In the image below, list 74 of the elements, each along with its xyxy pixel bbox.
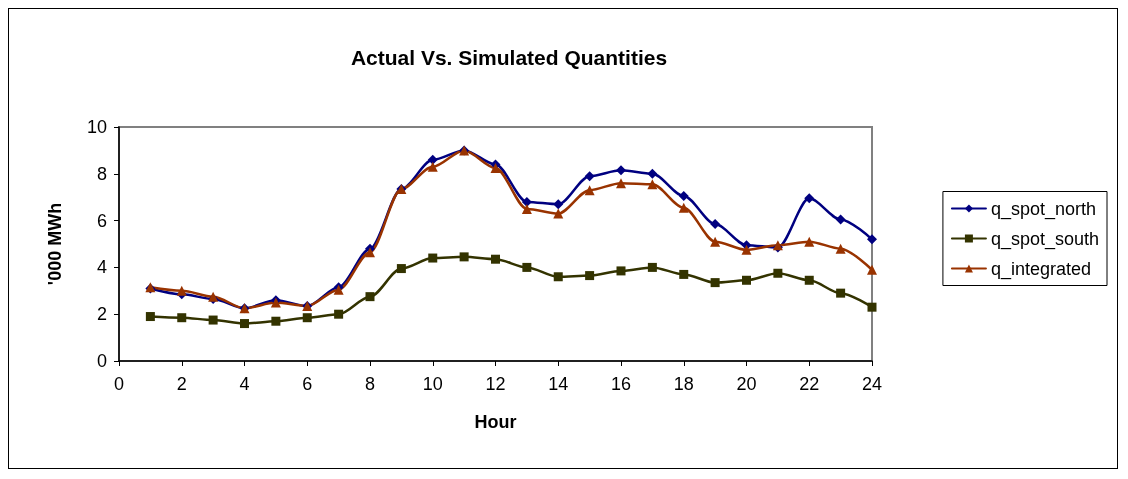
point xyxy=(553,199,564,210)
y-tick-label: 6 xyxy=(96,210,107,231)
point xyxy=(427,154,438,165)
x-tick-label: 18 xyxy=(673,374,694,394)
y-tick-label: 4 xyxy=(96,257,107,278)
point xyxy=(491,254,500,264)
point xyxy=(678,191,689,202)
point xyxy=(396,264,406,274)
point xyxy=(459,252,469,262)
point xyxy=(240,319,249,329)
point xyxy=(710,219,721,230)
x-tick-label: 6 xyxy=(302,374,313,394)
point xyxy=(365,247,375,258)
point xyxy=(334,309,344,319)
legend-label: q_spot_north xyxy=(990,198,1097,220)
x-tick-label: 22 xyxy=(799,374,820,394)
point xyxy=(867,234,877,245)
point xyxy=(835,243,846,254)
point xyxy=(522,262,532,272)
point xyxy=(521,196,532,207)
point xyxy=(177,313,187,323)
x-tick-label: 20 xyxy=(736,374,757,394)
x-tick-label: 0 xyxy=(113,374,125,394)
point xyxy=(710,278,720,288)
x-tick-label: 24 xyxy=(861,374,883,394)
point xyxy=(616,266,626,276)
chart-title: Actual Vs. Simulated Quantities xyxy=(350,46,668,69)
x-tick-label: 2 xyxy=(176,374,187,394)
y-tick-label: 10 xyxy=(86,117,107,137)
point xyxy=(647,262,657,272)
x-tick-label: 4 xyxy=(239,374,250,394)
y-tick-label: 2 xyxy=(96,304,107,325)
point xyxy=(584,171,595,182)
x-tick-label: 10 xyxy=(422,374,443,394)
point xyxy=(804,236,815,247)
point xyxy=(741,244,752,255)
point xyxy=(427,161,438,172)
point xyxy=(679,269,689,279)
x-tick-label: 8 xyxy=(364,374,376,394)
point xyxy=(867,302,877,312)
point xyxy=(585,271,595,281)
point xyxy=(773,268,783,278)
legend-label: q_integrated xyxy=(990,258,1092,280)
point xyxy=(804,275,814,285)
point xyxy=(176,285,187,296)
y-axis-title: '000 MWh xyxy=(45,202,65,286)
point xyxy=(867,264,877,275)
legend-label: q_spot_south xyxy=(990,228,1100,250)
point xyxy=(616,178,626,189)
point xyxy=(835,214,846,225)
point xyxy=(208,315,218,325)
point xyxy=(804,193,815,204)
point xyxy=(584,185,595,196)
point xyxy=(647,168,658,179)
point xyxy=(742,275,751,285)
point xyxy=(271,316,281,326)
point xyxy=(678,202,689,213)
point xyxy=(145,312,155,322)
point xyxy=(521,203,532,214)
x-tick-label: 12 xyxy=(485,374,506,394)
point xyxy=(553,272,563,282)
y-tick-label: 0 xyxy=(96,351,107,371)
x-axis-title: Hour xyxy=(474,412,517,432)
point xyxy=(616,165,626,176)
point xyxy=(836,288,846,298)
point xyxy=(428,253,438,263)
y-tick-label: 8 xyxy=(96,163,107,184)
point xyxy=(553,208,564,219)
point xyxy=(647,179,658,190)
x-tick-label: 14 xyxy=(548,374,569,394)
point xyxy=(365,292,375,302)
point xyxy=(302,313,312,323)
point xyxy=(710,236,721,247)
x-tick-label: 16 xyxy=(610,374,632,394)
